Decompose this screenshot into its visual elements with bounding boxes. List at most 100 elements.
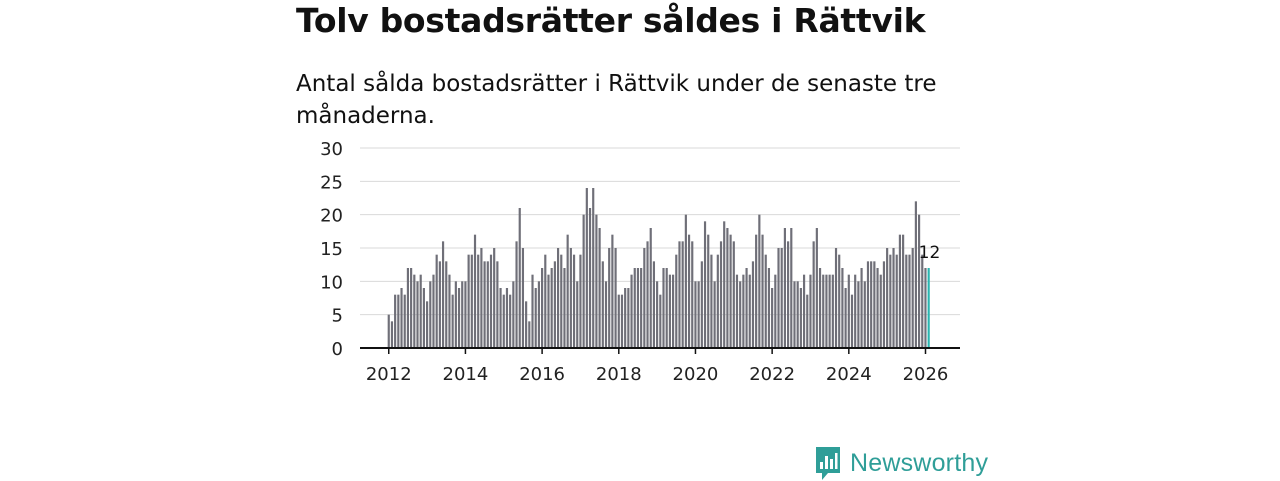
bar bbox=[687, 234, 691, 348]
bar-highlight bbox=[927, 268, 930, 348]
bar bbox=[499, 288, 502, 348]
bar bbox=[537, 281, 540, 348]
bar bbox=[825, 274, 828, 348]
bar bbox=[921, 254, 924, 348]
bar bbox=[735, 274, 739, 348]
bar bbox=[595, 214, 598, 348]
bar bbox=[684, 214, 687, 348]
bar bbox=[917, 214, 921, 348]
bar bbox=[841, 268, 844, 348]
bar bbox=[582, 214, 585, 348]
bar bbox=[745, 268, 748, 348]
bar bbox=[601, 261, 604, 348]
bar bbox=[924, 268, 927, 348]
bar bbox=[844, 288, 847, 348]
bar bbox=[643, 248, 646, 348]
bar bbox=[694, 281, 697, 348]
bar bbox=[624, 288, 627, 348]
y-tick-label: 25 bbox=[320, 172, 343, 193]
y-tick-label: 0 bbox=[332, 339, 343, 360]
bar bbox=[892, 248, 895, 348]
bar bbox=[646, 241, 649, 348]
bar bbox=[563, 268, 566, 348]
bar bbox=[509, 294, 512, 348]
bar bbox=[681, 241, 684, 348]
y-tick-label: 15 bbox=[320, 239, 343, 260]
bar bbox=[723, 221, 726, 348]
bar bbox=[403, 294, 406, 348]
bar bbox=[429, 281, 432, 348]
bar bbox=[588, 208, 592, 348]
bar bbox=[902, 234, 905, 348]
bar bbox=[719, 241, 723, 348]
bar bbox=[838, 254, 841, 348]
bar bbox=[806, 294, 809, 348]
bar bbox=[678, 241, 681, 348]
bar bbox=[438, 261, 441, 348]
bar bbox=[630, 274, 633, 348]
bar bbox=[774, 274, 777, 348]
bar bbox=[528, 321, 531, 348]
bar bbox=[755, 234, 758, 348]
bar bbox=[640, 268, 643, 348]
bar bbox=[908, 254, 911, 348]
bar bbox=[544, 254, 547, 348]
bar bbox=[400, 288, 403, 348]
bar bbox=[604, 281, 608, 348]
bar bbox=[502, 294, 505, 348]
bar bbox=[914, 201, 917, 348]
bar bbox=[422, 288, 425, 348]
bar bbox=[432, 274, 435, 348]
bar bbox=[521, 248, 525, 348]
bar bbox=[387, 314, 390, 348]
y-tick-label: 10 bbox=[320, 272, 343, 293]
bar bbox=[665, 268, 668, 348]
bar bbox=[809, 274, 812, 348]
bar bbox=[390, 321, 394, 348]
bar bbox=[895, 254, 898, 348]
bar bbox=[397, 294, 400, 348]
bar bbox=[477, 254, 480, 348]
bar bbox=[668, 274, 671, 348]
bar bbox=[480, 248, 483, 348]
bar bbox=[802, 274, 806, 348]
bar bbox=[761, 234, 764, 348]
bar bbox=[531, 274, 534, 348]
y-tick-label: 20 bbox=[320, 206, 343, 227]
bar bbox=[873, 261, 876, 348]
bar bbox=[886, 248, 889, 348]
x-tick-label: 2018 bbox=[596, 364, 642, 385]
bar bbox=[441, 241, 445, 348]
bar bbox=[905, 254, 908, 348]
bar bbox=[461, 281, 464, 348]
bar bbox=[812, 241, 815, 348]
bar bbox=[652, 261, 656, 348]
x-tick-label: 2024 bbox=[826, 364, 872, 385]
y-tick-label: 30 bbox=[320, 139, 343, 160]
bar bbox=[876, 268, 879, 348]
bar bbox=[815, 228, 818, 348]
bar bbox=[732, 241, 735, 348]
chart-subtitle: Antal sålda bostadsrätter i Rättvik unde… bbox=[296, 71, 937, 129]
bar bbox=[579, 254, 582, 348]
bar bbox=[512, 281, 515, 348]
bar bbox=[703, 221, 707, 348]
bar bbox=[889, 254, 892, 348]
bar bbox=[448, 274, 451, 348]
bar bbox=[739, 281, 742, 348]
bar bbox=[860, 268, 863, 348]
bar bbox=[771, 288, 774, 348]
bar bbox=[662, 268, 665, 348]
bar bbox=[547, 274, 550, 348]
bar bbox=[473, 234, 477, 348]
data-label-last: 12 bbox=[919, 243, 941, 263]
x-tick-label: 2022 bbox=[749, 364, 795, 385]
bar bbox=[831, 274, 834, 348]
bar bbox=[793, 281, 796, 348]
bar bbox=[483, 261, 486, 348]
brand-name: Newsworthy bbox=[850, 448, 989, 477]
bar bbox=[649, 228, 652, 348]
bar bbox=[866, 261, 870, 348]
bar bbox=[454, 281, 457, 348]
bar bbox=[783, 228, 786, 348]
